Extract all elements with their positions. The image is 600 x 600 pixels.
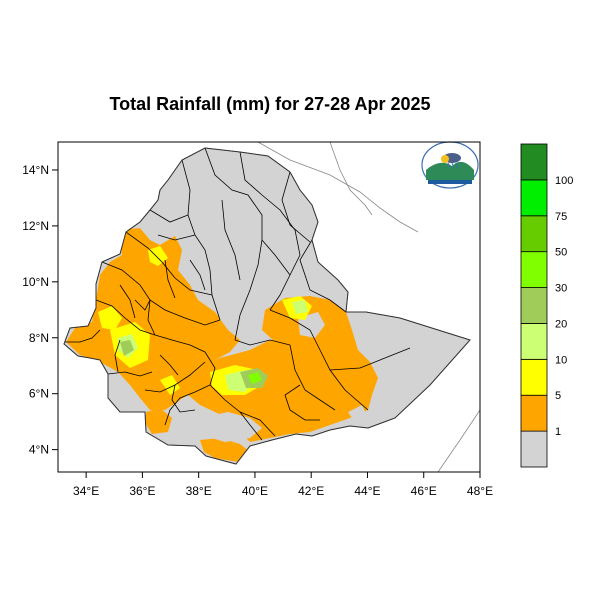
colorbar-swatch — [520, 358, 548, 396]
rainfall-area-east — [262, 296, 378, 395]
colorbar-swatch — [520, 143, 548, 181]
colorbar-label: 100 — [555, 175, 573, 187]
colorbar: 1 5 10 20 30 50 75 100 — [520, 143, 573, 468]
colorbar-swatch — [520, 179, 548, 217]
x-tick-label: 48°E — [467, 484, 493, 498]
colorbar-label: 20 — [555, 318, 567, 330]
ethiopia-border — [63, 147, 471, 465]
colorbar-label: 75 — [555, 211, 567, 223]
x-tick-label: 46°E — [411, 484, 437, 498]
colorbar-label: 50 — [555, 247, 567, 259]
y-tick-label: 10°N — [22, 275, 49, 289]
rainfall-area-south-tip — [200, 438, 250, 462]
colorbar-swatch — [520, 215, 548, 253]
x-axis: 34°E 36°E 38°E 40°E 42°E 44°E 46°E 48°E — [73, 472, 493, 498]
rainfall-shading — [66, 228, 378, 462]
colorbar-label: 5 — [555, 390, 561, 402]
rainfall-yellow-1 — [98, 306, 122, 330]
y-tick-label: 8°N — [29, 331, 49, 345]
y-tick-label: 6°N — [29, 387, 49, 401]
colorbar-label: 10 — [555, 354, 567, 366]
x-tick-label: 36°E — [129, 484, 155, 498]
y-axis: 4°N 6°N 8°N 10°N 12°N 14°N — [22, 163, 58, 457]
rainfall-yellow-6 — [160, 375, 180, 395]
colorbar-label: 30 — [555, 283, 567, 295]
x-tick-label: 44°E — [354, 484, 380, 498]
colorbar-swatch — [520, 287, 548, 324]
ethiopian-meteorology-institute-logo — [421, 141, 479, 189]
rainfall-yellow-5 — [148, 246, 168, 266]
colorbar-swatch — [520, 394, 548, 432]
x-tick-label: 38°E — [186, 484, 212, 498]
y-tick-label: 4°N — [29, 443, 49, 457]
y-tick-label: 12°N — [22, 219, 49, 233]
x-tick-label: 40°E — [242, 484, 268, 498]
rainfall-green-3 — [248, 372, 262, 384]
rainfall-lightgreen-2 — [292, 300, 308, 314]
y-tick-label: 14°N — [22, 163, 49, 177]
colorbar-swatch — [520, 251, 548, 288]
map-frame — [57, 141, 481, 473]
rainfall-green-2 — [120, 340, 134, 356]
colorbar-swatch — [520, 430, 548, 468]
x-tick-label: 42°E — [298, 484, 324, 498]
dry-gap-1 — [200, 412, 262, 442]
map-title: Total Rainfall (mm) for 27-28 Apr 2025 — [109, 94, 431, 114]
colorbar-swatch — [520, 323, 548, 360]
dry-gap-3 — [348, 405, 368, 424]
x-tick-label: 34°E — [73, 484, 99, 498]
colorbar-label: 1 — [555, 426, 561, 438]
rainfall-area-west — [66, 228, 240, 410]
rainfall-area-southwest — [146, 408, 172, 434]
region-borders — [65, 148, 411, 441]
